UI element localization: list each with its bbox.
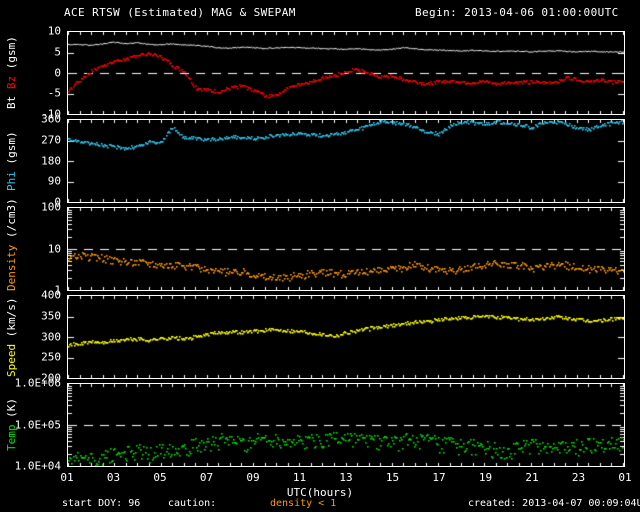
x-tick-label: 19 (478, 471, 493, 484)
y-tick-label: 270 (41, 133, 61, 147)
y-tick-label: 10 (47, 242, 61, 255)
y-tick-label: -5 (47, 86, 61, 100)
panel-phi (67, 119, 625, 203)
begin-timestamp: Begin: 2013-04-06 01:00:00UTC (415, 6, 619, 19)
x-tick-label: 07 (199, 471, 214, 484)
footer-caution-label: caution: (168, 498, 217, 509)
y-tick-label: 250 (41, 350, 61, 364)
panel-mag (67, 31, 625, 115)
footer-start-doy: start DOY: 96 (62, 498, 141, 509)
y-tick-label: 90 (47, 174, 61, 188)
y-tick-label: 1.0E+04 (14, 459, 61, 473)
y-tick-label: 10 (47, 24, 61, 38)
footer-density-warning: density < 1 (270, 498, 337, 509)
page-title: ACE RTSW (Estimated) MAG & SWEPAM (64, 6, 296, 19)
y-tick-label: 0 (54, 66, 61, 79)
x-tick-label: 21 (525, 471, 539, 484)
panel-temp (67, 383, 625, 467)
panel-speed (67, 295, 625, 379)
y-tick-label: 5 (54, 45, 61, 59)
footer-created: created: 2013-04-07 00:09:04UTC (468, 498, 640, 509)
y-tick-label: 180 (41, 154, 61, 167)
x-tick-label: 11 (292, 471, 307, 484)
y-tick-label: 400 (41, 288, 61, 302)
x-tick-label: 03 (106, 471, 121, 484)
x-tick-label: 01 (60, 471, 74, 484)
x-tick-label: 05 (153, 471, 167, 484)
y-tick-label: 0 (54, 195, 61, 209)
panel-density (67, 207, 625, 291)
y-tick-label: 200 (41, 371, 61, 385)
x-tick-label: 01 (618, 471, 632, 484)
x-tick-label: 13 (339, 471, 353, 484)
x-tick-label: 09 (246, 471, 260, 484)
y-tick-label: 1.0E+06 (14, 376, 61, 390)
y-tick-label: -10 (41, 107, 61, 121)
y-tick-label: 300 (41, 330, 61, 343)
x-tick-label: 23 (571, 471, 586, 484)
y-tick-label: 1 (54, 283, 61, 297)
y-tick-label: 350 (41, 309, 61, 323)
y-tick-label: 100 (41, 200, 61, 214)
y-tick-label: 360 (41, 112, 61, 126)
y-tick-label: 1.0E+05 (14, 418, 61, 431)
x-tick-label: 15 (385, 471, 400, 484)
x-axis-label: UTC(hours) (286, 486, 354, 499)
x-tick-label: 17 (432, 471, 446, 484)
